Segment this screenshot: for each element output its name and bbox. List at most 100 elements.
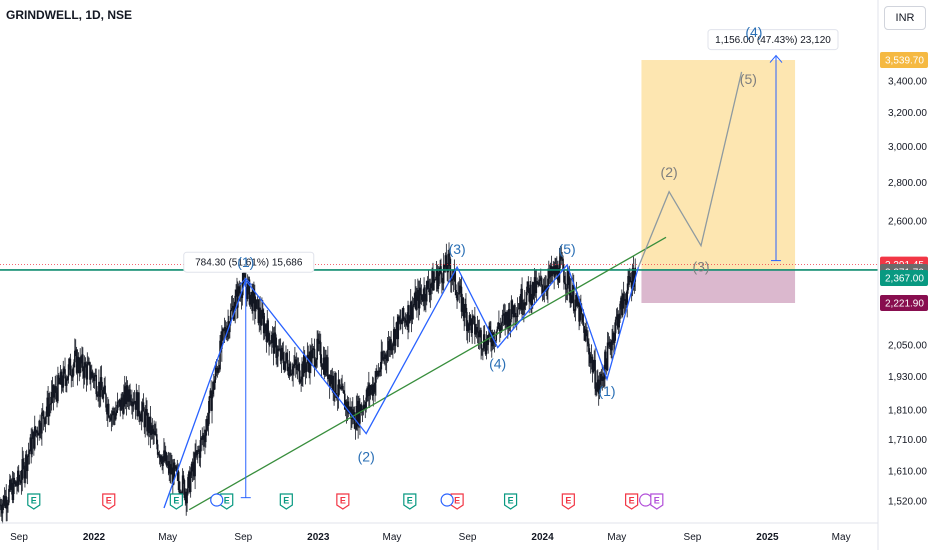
candle-body bbox=[147, 417, 150, 434]
earnings-event-icon[interactable]: E bbox=[279, 493, 293, 510]
candle-body bbox=[182, 475, 185, 481]
candle-body bbox=[349, 406, 351, 411]
candle-body bbox=[101, 389, 104, 399]
time-axis[interactable]: Sep 2022 May Sep 2023 May Sep 2024 May Sep 2025 May bbox=[10, 532, 850, 543]
candle-body bbox=[417, 289, 420, 309]
candle-body bbox=[6, 505, 8, 509]
candle-body bbox=[276, 356, 278, 358]
candle-body bbox=[391, 346, 393, 351]
candle-body bbox=[433, 279, 435, 291]
candle-body bbox=[151, 425, 154, 429]
candle-body bbox=[519, 303, 522, 310]
candle-body bbox=[9, 479, 12, 490]
wave-label: (4) bbox=[745, 24, 762, 40]
time-tick-label: 2023 bbox=[307, 532, 330, 543]
candle-body bbox=[477, 332, 480, 338]
candle-body bbox=[149, 416, 152, 436]
candle-body bbox=[502, 314, 505, 316]
earnings-event-icon[interactable]: E bbox=[403, 493, 417, 510]
candle-body bbox=[196, 450, 198, 456]
earnings-event-icon[interactable]: E bbox=[102, 493, 116, 510]
candle-body bbox=[19, 480, 22, 484]
candle-body bbox=[521, 288, 523, 310]
candle-body bbox=[84, 362, 87, 367]
earnings-event-icon[interactable]: E bbox=[27, 493, 41, 510]
event-shape bbox=[279, 493, 293, 510]
earnings-event-icon[interactable]: E bbox=[561, 493, 575, 510]
candle-body bbox=[325, 357, 327, 373]
event-letter: E bbox=[654, 496, 660, 506]
candle-body bbox=[463, 312, 465, 318]
candle-body bbox=[368, 384, 371, 395]
earnings-event-icon[interactable]: E bbox=[169, 493, 183, 510]
candle-body bbox=[359, 404, 361, 424]
candle-body bbox=[408, 305, 410, 323]
currency-selector[interactable]: INR bbox=[884, 6, 926, 30]
time-tick-label: May bbox=[383, 532, 402, 543]
candle-body bbox=[476, 327, 479, 333]
candle-body bbox=[536, 280, 539, 282]
candle-body bbox=[550, 265, 553, 276]
earnings-event-icon[interactable]: E bbox=[650, 493, 664, 510]
candle-body bbox=[179, 492, 181, 493]
candle-body bbox=[392, 329, 395, 344]
candle-body bbox=[61, 384, 64, 388]
candle-body bbox=[629, 281, 632, 283]
candle-body bbox=[506, 312, 508, 317]
candle-body bbox=[31, 438, 33, 455]
earnings-event-icon[interactable]: E bbox=[503, 493, 518, 510]
candle-body bbox=[207, 413, 210, 426]
candle-body bbox=[59, 371, 62, 385]
candle-body bbox=[615, 316, 618, 320]
candle-body bbox=[379, 369, 382, 373]
candle-body bbox=[299, 381, 302, 383]
candle-body bbox=[327, 374, 330, 380]
price-tag-label: 2,221.90 bbox=[885, 298, 924, 309]
candle-body bbox=[484, 348, 487, 355]
earnings-event-icon[interactable]: E bbox=[210, 493, 234, 510]
candle-body bbox=[80, 357, 82, 364]
candle-body bbox=[204, 439, 206, 443]
candle-body bbox=[26, 456, 29, 472]
candle-body bbox=[573, 310, 576, 312]
candle-body bbox=[231, 305, 234, 308]
earnings-event-icon[interactable]: E bbox=[440, 493, 464, 510]
event-shape bbox=[503, 493, 518, 510]
candle-body bbox=[102, 391, 105, 399]
candle-body bbox=[270, 334, 273, 344]
symbol-title[interactable]: GRINDWELL, 1D, NSE bbox=[6, 8, 133, 22]
candle-body bbox=[86, 364, 89, 380]
candle-body bbox=[274, 332, 277, 338]
candle-body bbox=[500, 323, 503, 326]
candle-body bbox=[560, 256, 563, 259]
candle-body bbox=[454, 269, 457, 291]
candle-body bbox=[186, 493, 188, 504]
candle-body bbox=[295, 364, 298, 371]
candle-body bbox=[467, 323, 470, 331]
wave-label: (5) bbox=[559, 241, 576, 257]
candle-body bbox=[395, 322, 398, 330]
price-axis[interactable]: 3,400.00 3,200.00 3,000.00 2,800.00 2,600.00… bbox=[880, 52, 928, 508]
candle-body bbox=[278, 348, 280, 350]
candle-body bbox=[71, 376, 73, 378]
candle-body bbox=[425, 281, 428, 302]
earnings-event-icon[interactable]: E bbox=[336, 493, 350, 510]
event-letter: E bbox=[106, 496, 112, 506]
candle-body bbox=[126, 385, 129, 397]
candle-body bbox=[547, 278, 549, 291]
candle-body bbox=[449, 256, 451, 270]
candle-body bbox=[504, 313, 506, 325]
candle-body bbox=[195, 451, 197, 456]
candle-body bbox=[534, 277, 537, 294]
candle-body bbox=[213, 381, 215, 390]
candle-body bbox=[378, 370, 381, 373]
candle-body bbox=[574, 299, 577, 311]
candle-body bbox=[267, 320, 269, 334]
earnings-event-icon[interactable]: E bbox=[625, 493, 653, 510]
candle-body bbox=[260, 320, 262, 325]
dividend-icon bbox=[210, 493, 224, 507]
candle-body bbox=[576, 293, 579, 307]
candle-body bbox=[152, 428, 155, 435]
candle-body bbox=[603, 376, 605, 380]
